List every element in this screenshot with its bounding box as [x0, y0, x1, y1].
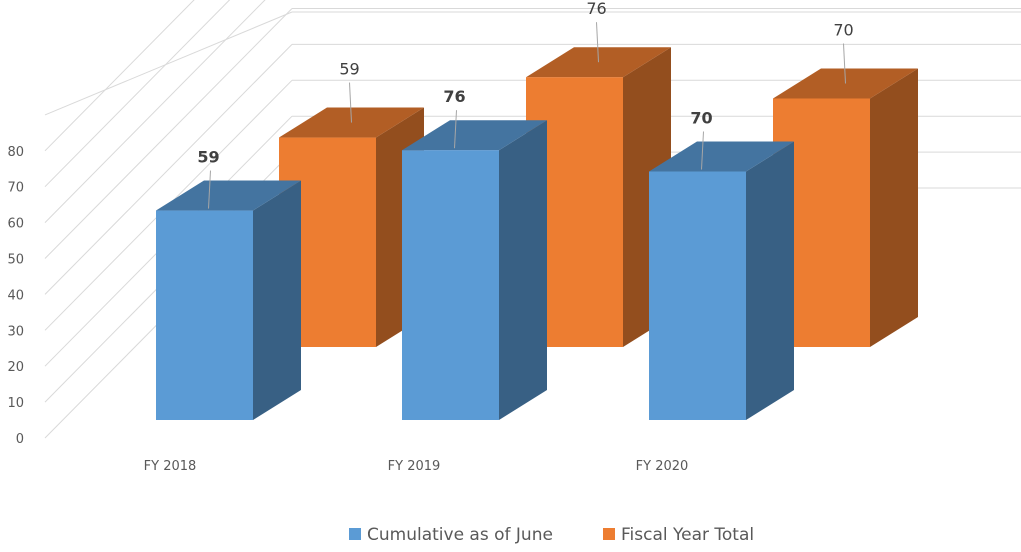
- data-label-leader: [454, 110, 457, 149]
- series-cumulative-as-of-june: 59 76 70: [156, 87, 794, 420]
- bar-front: [402, 150, 499, 420]
- bar: [156, 180, 301, 420]
- y-tick-label: 10: [7, 396, 24, 411]
- bar: [649, 141, 794, 420]
- data-label: 59: [339, 60, 359, 79]
- legend-item: Fiscal Year Total: [603, 525, 754, 545]
- y-tick-label: 20: [7, 360, 24, 375]
- y-tick-label: 60: [7, 217, 24, 232]
- data-label: 76: [443, 87, 465, 106]
- x-category-label: FY 2019: [388, 459, 441, 474]
- data-label-leader: [701, 131, 704, 170]
- y-tick-label: 40: [7, 288, 24, 303]
- bar-side: [746, 141, 794, 420]
- data-label-leader: [349, 82, 352, 123]
- legend-swatch: [349, 528, 361, 540]
- bar-top: [649, 141, 794, 172]
- bar-top: [156, 180, 301, 211]
- bar-side: [499, 120, 547, 420]
- bar-front: [649, 171, 746, 420]
- data-label-leader: [208, 170, 211, 209]
- y-tick-label: 30: [7, 324, 24, 339]
- side-gridline: [44, 44, 293, 295]
- y-tick-label: 50: [7, 253, 24, 268]
- data-label: 76: [586, 0, 606, 18]
- legend-item: Cumulative as of June: [349, 525, 553, 545]
- legend-label: Fiscal Year Total: [621, 525, 754, 545]
- data-label: 70: [833, 21, 853, 40]
- bar: [773, 68, 918, 347]
- legend-swatch: [603, 528, 615, 540]
- side-gridline: [44, 0, 231, 188]
- x-category-label: FY 2020: [636, 459, 689, 474]
- bar-side: [253, 180, 301, 420]
- y-tick-label: 70: [7, 181, 24, 196]
- data-label: 70: [690, 109, 712, 128]
- bar-front: [156, 210, 253, 420]
- y-tick-label: 80: [7, 145, 24, 160]
- legend: Cumulative as of June Fiscal Year Total: [349, 525, 754, 545]
- series-fiscal-year-total: 59 76 70: [279, 0, 918, 347]
- data-label: 59: [197, 148, 219, 167]
- bar: [402, 120, 547, 420]
- bar-top: [402, 120, 547, 151]
- data-label-leader: [843, 43, 846, 84]
- side-gridline: [44, 0, 266, 223]
- data-label-leader: [596, 22, 599, 63]
- y-tick-label: 0: [16, 432, 24, 447]
- side-gridline: [44, 0, 195, 152]
- bar-side: [870, 68, 918, 347]
- side-gridline: [44, 8, 293, 259]
- legend-label: Cumulative as of June: [367, 525, 553, 545]
- x-category-label: FY 2018: [144, 459, 197, 474]
- side-gridline: [44, 11, 293, 116]
